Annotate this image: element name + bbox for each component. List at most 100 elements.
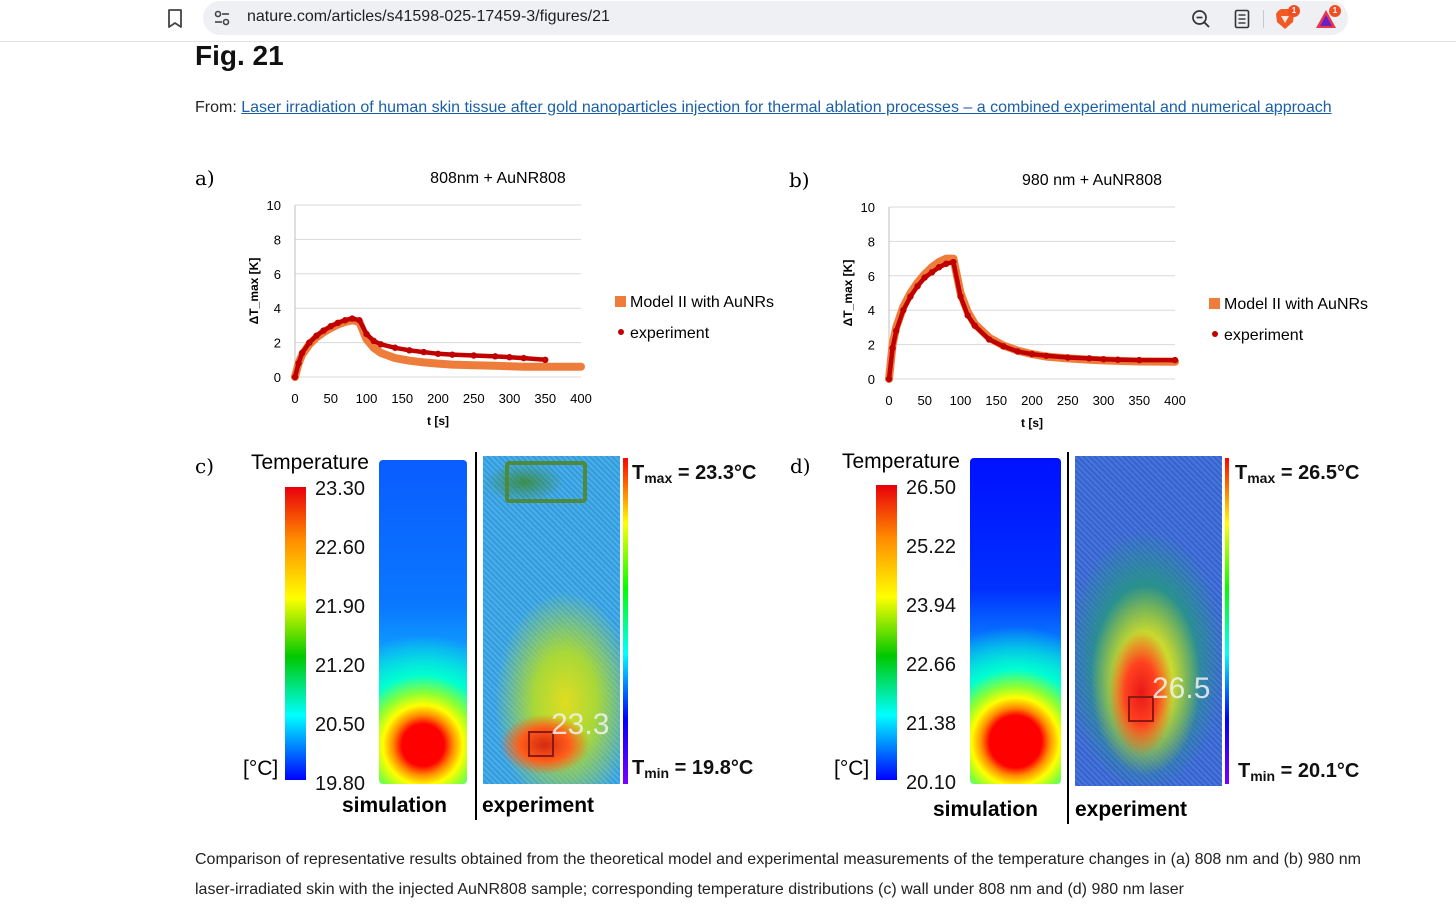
chart-b-legend-model-swatch — [1209, 298, 1220, 309]
chart-b-ylabel: ΔT_max [K] — [841, 260, 855, 327]
chart-a-experiment-point-23 — [542, 356, 549, 363]
chart-a-experiment-point-13 — [377, 341, 384, 348]
chart-a-experiment-point-2 — [298, 349, 306, 357]
from-prefix: From: — [195, 99, 237, 116]
chart-a-legend-model-swatch — [615, 296, 626, 307]
rewards-button[interactable]: 1 — [1315, 5, 1341, 29]
chart-a-experiment-point-21 — [506, 354, 513, 361]
chart-b-experiment-point-21 — [1100, 356, 1107, 363]
chart-a-experiment-point-0 — [291, 373, 299, 381]
scale-value-c-2: 21.90 — [315, 596, 366, 618]
chart-b-experiment-point-5 — [914, 282, 921, 290]
rewards-icon — [1316, 10, 1336, 28]
tmin-c: Tmin = 19.8°C — [632, 757, 754, 781]
article-link[interactable]: Laser irradiation of human skin tissue a… — [241, 99, 1332, 116]
chart-a-experiment-point-3 — [306, 339, 313, 346]
chart-b-xtick-0: 0 — [885, 393, 892, 408]
chart-a-title: 808nm + AuNR808 — [430, 170, 566, 187]
figure-caption: Comparison of representative results obt… — [195, 851, 1361, 898]
chart-b-experiment-point-22 — [1114, 356, 1121, 363]
from-line: From: Laser irradiation of human skin ti… — [195, 93, 1345, 123]
chart-a-legend-model-label: Model II with AuNRs — [630, 294, 774, 311]
chart-b-experiment-point-2 — [892, 327, 900, 335]
chart-a-xtick-7: 350 — [534, 391, 556, 406]
chart-b-xtick-1: 50 — [918, 393, 932, 408]
chart-b-legend-experiment-label: experiment — [1224, 327, 1304, 344]
chart-b-experiment-point-1 — [889, 344, 896, 352]
chart-a-model-line — [291, 316, 585, 381]
chart-b-experiment-point-0 — [885, 375, 893, 383]
chart-b-experiment-point-14 — [985, 336, 993, 343]
chart-a-ytick-2: 4 — [274, 301, 281, 316]
chart-b-xtick-4: 200 — [1021, 393, 1043, 408]
chart-a-experiment-point-20 — [492, 353, 499, 360]
chart-a-ytick-4: 8 — [274, 232, 281, 247]
reader-mode-button[interactable] — [1231, 9, 1253, 29]
panel-label-b: b) — [789, 168, 810, 192]
chart-b-ytick-3: 6 — [868, 269, 875, 284]
chart-a-experiment-point-15 — [406, 347, 413, 354]
chart-b-legend-model-label: Model II with AuNRs — [1224, 296, 1368, 313]
chart-b-xtick-6: 300 — [1093, 393, 1115, 408]
bookmark-icon — [168, 9, 182, 28]
chart-b-ytick-5: 10 — [861, 200, 875, 215]
experiment-heatmap-d: 26.5 — [1075, 456, 1222, 786]
chart-a-xlabel: t [s] — [427, 414, 449, 428]
chart-b-experiment-point-4 — [907, 293, 914, 300]
panel-label-c: c) — [195, 454, 215, 478]
scale-value-c-1: 22.60 — [315, 537, 366, 559]
chart-b-xtick-5: 250 — [1057, 393, 1079, 408]
chart-b-experiment-point-18 — [1043, 352, 1050, 359]
chart-b-experiment-point-24 — [1171, 356, 1179, 364]
chart-b-experiment-point-11 — [957, 293, 964, 300]
chart-a-ytick-3: 6 — [274, 267, 281, 282]
chart-b-experiment-point-16 — [1014, 348, 1021, 355]
chart-b-experiment-point-9 — [943, 260, 950, 267]
brave-shields-button[interactable]: 1 — [1274, 5, 1300, 29]
address-bar[interactable]: nature.com/articles/s41598-025-17459-3/f… — [203, 1, 1348, 35]
chart-b-title: 980 nm + AuNR808 — [1022, 172, 1162, 189]
site-settings-icon[interactable] — [213, 9, 231, 27]
scale-value-d-3: 22.66 — [906, 654, 957, 676]
chart-b-experiment-point-23 — [1136, 356, 1143, 364]
chart-b-experiment-point-15 — [1000, 343, 1007, 350]
scale-value-d-1: 25.22 — [906, 536, 957, 558]
reader-mode-icon — [1234, 9, 1250, 29]
chart-b-experiment-point-3 — [900, 307, 907, 314]
chart-a-experiment-point-5 — [320, 327, 327, 334]
experiment-heatmap-c: 23.3 — [483, 456, 620, 784]
chart-a-ytick-5: 10 — [267, 198, 281, 213]
chart-a-experiment-point-14 — [391, 344, 399, 351]
scale-value-d-2: 23.94 — [906, 595, 957, 617]
max-marker-c: 23.3 — [551, 708, 610, 741]
scale-value-d-4: 21.38 — [906, 713, 957, 735]
simulation-label-c: simulation — [342, 794, 448, 817]
sample-wall-outline — [505, 461, 587, 503]
tmax-d: Tmax = 26.5°C — [1235, 462, 1360, 486]
chart-a-experiment-point-22 — [520, 354, 527, 362]
chart-a-xtick-6: 300 — [499, 391, 521, 406]
rewards-badge: 1 — [1329, 5, 1341, 17]
chart-b-ytick-0: 0 — [868, 372, 875, 387]
chart-b-xtick-2: 100 — [950, 393, 972, 408]
zoom-out-icon — [1192, 10, 1210, 28]
chart-a-xtick-4: 200 — [427, 391, 449, 406]
chart-a-legend-experiment-label: experiment — [630, 325, 710, 342]
toolbar-divider — [1263, 10, 1264, 28]
simulation-label-d: simulation — [933, 798, 1039, 821]
unit-label-d: [°C] — [834, 757, 870, 780]
figure-title: Fig. 21 — [195, 40, 284, 71]
simulation-heatmap-d — [970, 458, 1061, 784]
url-text[interactable]: nature.com/articles/s41598-025-17459-3/f… — [247, 8, 610, 25]
chart-a-ytick-0: 0 — [274, 370, 281, 385]
bookmark-button[interactable] — [160, 6, 190, 32]
chart-a-experiment-point-9 — [349, 315, 356, 322]
chart-b-experiment-point-6 — [921, 274, 928, 281]
chart-b-xlabel: t [s] — [1021, 416, 1043, 430]
chart-a-ylabel: ΔT_max [K] — [247, 258, 261, 325]
ir-scale-bar-c — [623, 458, 628, 784]
zoom-button[interactable] — [1190, 9, 1212, 29]
chart-b-xtick-3: 150 — [985, 393, 1007, 408]
shields-badge: 1 — [1288, 5, 1300, 17]
